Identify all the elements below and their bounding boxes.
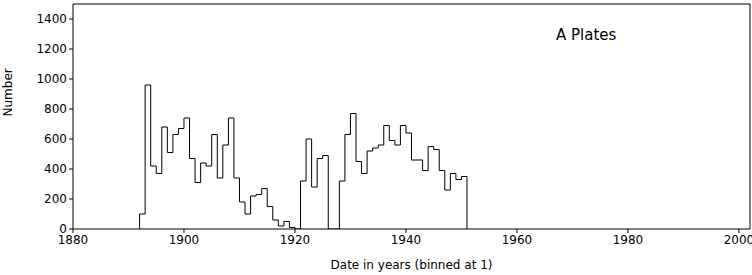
svg-text:200: 200 bbox=[44, 192, 67, 206]
svg-text:1920: 1920 bbox=[280, 233, 311, 247]
svg-text:Date in years (binned at 1): Date in years (binned at 1) bbox=[331, 258, 493, 272]
svg-text:0: 0 bbox=[59, 222, 67, 236]
svg-text:1960: 1960 bbox=[502, 233, 533, 247]
html-text:A Plates: A Plates bbox=[556, 26, 617, 44]
svg-text:400: 400 bbox=[44, 162, 67, 176]
svg-text:1200: 1200 bbox=[36, 42, 67, 56]
svg-text:1980: 1980 bbox=[613, 233, 644, 247]
svg-text:Number: Number bbox=[8, 68, 15, 116]
svg-text:1400: 1400 bbox=[36, 12, 67, 26]
svg-text:1900: 1900 bbox=[169, 233, 200, 247]
svg-text:1940: 1940 bbox=[391, 233, 422, 247]
svg-text:2000: 2000 bbox=[724, 233, 744, 247]
svg-text:600: 600 bbox=[44, 132, 67, 146]
svg-text:800: 800 bbox=[44, 102, 67, 116]
svg-text:1880: 1880 bbox=[57, 232, 89, 247]
svg-text:1000: 1000 bbox=[36, 72, 67, 86]
